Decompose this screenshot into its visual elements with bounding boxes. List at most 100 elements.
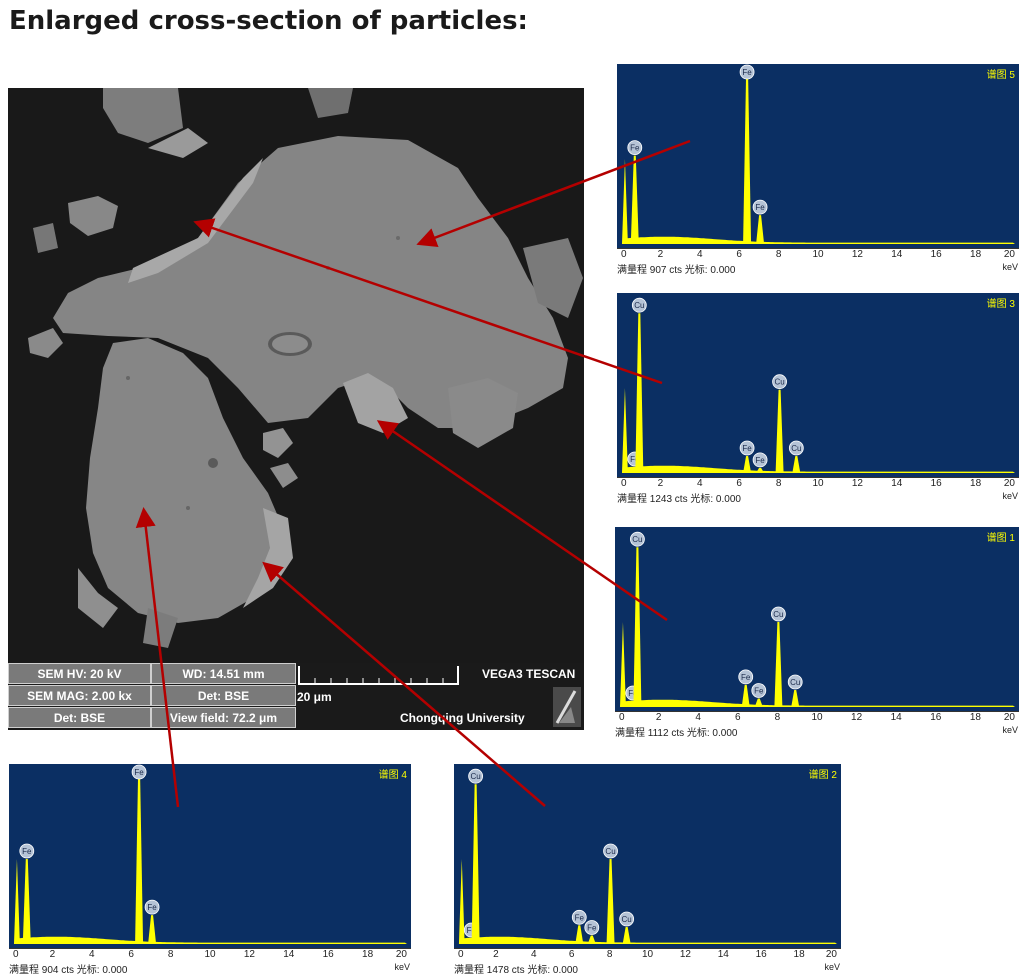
- svg-text:Cu: Cu: [774, 378, 784, 387]
- spectrum-name: 谱图 3: [986, 299, 1015, 310]
- zero-peak: [458, 859, 465, 944]
- x-tick-label: 20: [825, 949, 837, 960]
- x-tick-label: 14: [891, 249, 903, 260]
- peak-cu: [622, 927, 631, 944]
- peak-fe: [754, 698, 763, 707]
- x-tick-label: 20: [395, 949, 407, 960]
- peak-fe: [22, 859, 31, 944]
- peak-label-cu: Cu: [631, 297, 647, 313]
- svg-text:Fe: Fe: [742, 68, 752, 77]
- spectrum-name: 谱图 5: [986, 70, 1015, 81]
- x-tick-label: 12: [243, 949, 255, 960]
- x-tick-label: 10: [812, 478, 824, 489]
- peak-label-fe: Fe: [751, 683, 767, 698]
- x-tick-label: 10: [811, 712, 823, 723]
- svg-text:Fe: Fe: [147, 903, 157, 912]
- spectrum-panel-3: Fe Cu Fe Fe Cu Cu 谱图 3 0 2 4 6 8 10 12 14 16 18 20 满量程 124…: [617, 293, 1019, 505]
- x-unit-label: keV: [1002, 725, 1018, 735]
- svg-text:Fe: Fe: [755, 456, 765, 465]
- sem-hv-label: SEM HV: 20 kV: [8, 663, 151, 684]
- zero-peak: [13, 859, 20, 944]
- x-unit-label: keV: [824, 962, 840, 972]
- x-axis: [617, 248, 1019, 249]
- x-tick-label: 18: [970, 249, 982, 260]
- x-tick-label: 4: [89, 949, 95, 960]
- x-tick-label: 8: [774, 712, 781, 723]
- svg-text:Fe: Fe: [22, 847, 32, 856]
- svg-text:Fe: Fe: [628, 689, 638, 698]
- svg-text:Fe: Fe: [575, 913, 585, 922]
- spectrum-footer: 满量程 907 cts 光标: 0.000: [617, 265, 736, 276]
- x-tick-label: 0: [621, 249, 627, 260]
- x-axis: [454, 948, 841, 949]
- sem-micrograph: SEM HV: 20 kV WD: 14.51 mm SEM MAG: 2.00…: [8, 88, 584, 730]
- svg-text:Fe: Fe: [134, 768, 144, 777]
- x-tick-label: 4: [697, 478, 703, 489]
- sem-det-left-label: Det: BSE: [8, 707, 151, 728]
- spectrum-background: [619, 699, 1015, 707]
- peak-label-fe: Fe: [752, 452, 768, 468]
- x-tick-label: 14: [717, 949, 729, 960]
- sem-det-center-label: Det: BSE: [151, 685, 296, 706]
- spectrum-background: [621, 465, 1015, 473]
- x-tick-label: 16: [322, 949, 334, 960]
- peak-cu: [792, 456, 801, 473]
- x-tick-label: 8: [606, 949, 613, 960]
- peak-cu: [774, 622, 783, 707]
- peak-fe: [743, 456, 752, 473]
- svg-text:Fe: Fe: [742, 444, 752, 453]
- x-tick-label: 8: [775, 478, 782, 489]
- svg-text:Cu: Cu: [605, 847, 615, 856]
- svg-text:Fe: Fe: [630, 144, 640, 153]
- x-tick-label: 6: [736, 478, 742, 489]
- x-unit-label: keV: [394, 962, 410, 972]
- x-tick-label: 14: [890, 712, 902, 723]
- svg-text:Cu: Cu: [773, 610, 783, 619]
- spectrum-plot-area: Fe Cu Fe Fe Cu Cu: [617, 293, 1019, 477]
- svg-text:Cu: Cu: [634, 301, 644, 310]
- tescan-logo-icon: [553, 687, 581, 727]
- x-tick-label: 6: [568, 949, 575, 960]
- svg-text:Fe: Fe: [741, 673, 751, 682]
- x-tick-label: 12: [679, 949, 691, 960]
- brand-label: VEGA3 TESCAN: [482, 667, 576, 681]
- peak-label-cu: Cu: [468, 768, 484, 784]
- svg-text:Fe: Fe: [467, 926, 477, 935]
- spectrum-svg: Fe Fe Fe: [621, 64, 1015, 244]
- x-tick-label: 6: [735, 712, 741, 723]
- peak-label-cu: Cu: [788, 440, 804, 456]
- zero-peak: [619, 622, 626, 707]
- peak-fe: [756, 467, 765, 473]
- x-tick-label: 16: [930, 478, 942, 489]
- zero-peak: [621, 159, 628, 244]
- spectrum-plot-area: Fe Fe Fe: [9, 764, 411, 948]
- spectrum-panel-5: Fe Fe Fe 谱图 5 0 2 4 6 8 10 12 14 16 18 20 满量程 907 cts 光…: [617, 64, 1019, 276]
- x-tick-label: 6: [736, 249, 742, 260]
- x-tick-label: 20: [1003, 249, 1015, 260]
- peak-cu: [791, 690, 800, 707]
- peak-cu: [471, 784, 480, 944]
- peak-label-fe: Fe: [627, 140, 643, 155]
- x-tick-label: 18: [970, 478, 982, 489]
- x-axis: [617, 477, 1019, 478]
- x-tick-label: 2: [655, 712, 662, 723]
- peak-fe: [743, 74, 752, 244]
- x-tick-label: 18: [969, 712, 981, 723]
- spectrum-svg: Fe Fe Fe: [13, 764, 407, 944]
- x-tick-label: 14: [283, 949, 295, 960]
- svg-text:Fe: Fe: [754, 687, 764, 696]
- spectrum-background: [458, 936, 837, 944]
- x-axis: [9, 948, 411, 949]
- peak-cu: [606, 859, 615, 944]
- x-tick-label: 2: [657, 249, 664, 260]
- peak-cu: [633, 547, 642, 707]
- peak-fe: [741, 684, 750, 707]
- x-tick-label: 18: [362, 949, 374, 960]
- sem-info-bar: SEM HV: 20 kV WD: 14.51 mm SEM MAG: 2.00…: [8, 663, 584, 730]
- x-tick-label: 12: [851, 712, 863, 723]
- page-title: Enlarged cross-section of particles:: [9, 6, 528, 36]
- spectrum-name: 谱图 4: [378, 770, 407, 781]
- peak-fe: [756, 215, 765, 244]
